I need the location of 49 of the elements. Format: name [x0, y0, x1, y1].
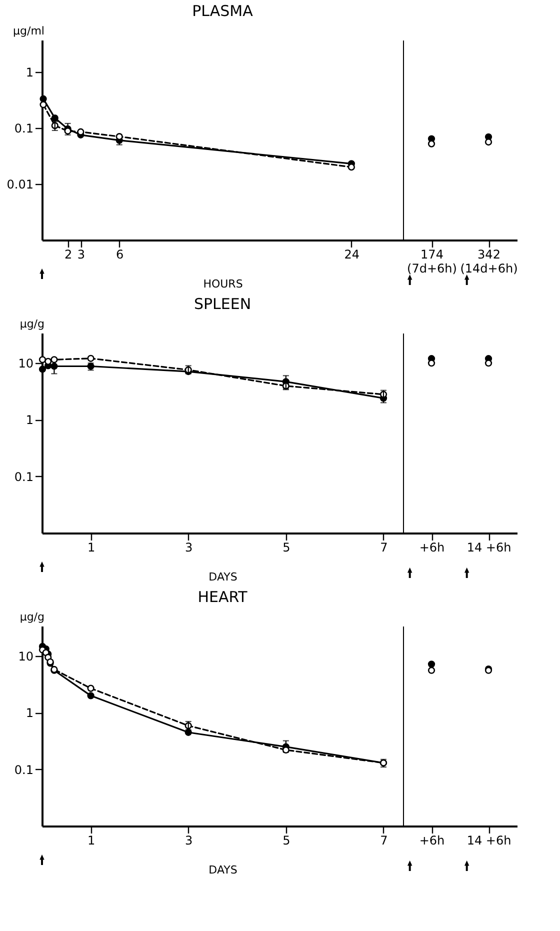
y-tick-label: 1	[26, 706, 34, 720]
x-tick-label: 1	[87, 540, 96, 554]
y-axis-title: µg/ml	[13, 24, 44, 38]
y-axis-title: µg/g	[20, 318, 44, 330]
point	[428, 140, 436, 148]
x-axis-title: HOURS	[203, 278, 243, 290]
y-tick-label: 0.1	[14, 470, 34, 484]
y-axis-title: µg/g	[20, 610, 44, 624]
y-tick-label: 0.1	[14, 762, 34, 777]
y-tick-label: 10	[18, 356, 34, 371]
point	[51, 114, 58, 122]
y-tick-label: 10	[18, 650, 34, 664]
y-tick-label: 1	[26, 65, 34, 80]
point	[40, 101, 47, 108]
x-tick-label: 3	[77, 248, 85, 262]
x-tick-label: 14 +6h	[466, 834, 512, 848]
x-tick-label: 2	[64, 248, 72, 262]
x-tick-label: 3	[185, 834, 193, 848]
x-tick-label: 5	[282, 540, 290, 554]
x-axis-title: DAYS	[208, 864, 238, 876]
x-tick-label: 7	[380, 540, 388, 554]
x-tick-label: 7	[380, 834, 388, 848]
x-tick-label: 1	[87, 834, 96, 848]
y-tick-label: 0.1	[14, 121, 34, 136]
x-tick-label: 342 (14d+6h)	[460, 248, 518, 276]
y-tick-label: 1	[26, 413, 34, 428]
point	[40, 95, 47, 102]
point	[87, 684, 94, 692]
point	[38, 356, 46, 364]
y-tick-label: 0.01	[6, 177, 34, 192]
point	[87, 692, 94, 700]
chart-title: HEART	[198, 588, 248, 606]
x-tick-label: 5	[282, 834, 290, 848]
point	[50, 356, 58, 364]
x-tick-label: 14 +6h	[466, 540, 512, 554]
point	[77, 128, 84, 136]
x-tick-label: 174 (7d+6h)	[407, 248, 457, 276]
x-tick-label: +6h	[419, 834, 445, 848]
point	[348, 164, 355, 171]
point	[38, 366, 46, 373]
x-tick-label: 6	[116, 248, 124, 262]
x-tick-label: 3	[185, 540, 193, 554]
x-axis-title: DAYS	[208, 570, 238, 584]
x-tick-label: +6h	[419, 540, 445, 554]
chart-title: PLASMA	[192, 2, 254, 20]
point	[44, 358, 52, 365]
x-tick-label: 24	[344, 248, 360, 262]
point	[87, 354, 94, 362]
chart-title: SPLEEN	[194, 295, 252, 313]
